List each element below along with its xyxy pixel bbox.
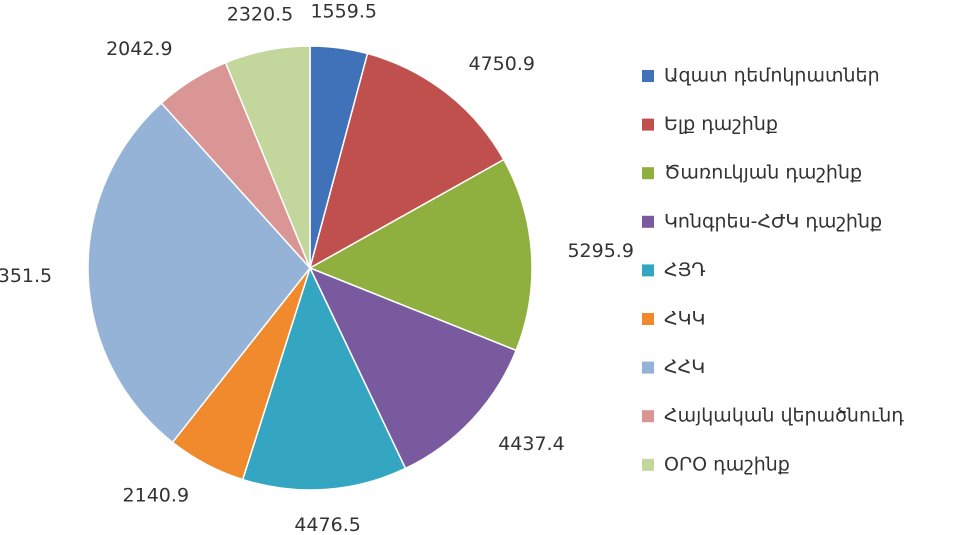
pie-slice xyxy=(87,102,311,444)
legend-swatch xyxy=(642,70,654,82)
legend-label: Ելք դաշինք xyxy=(664,113,778,135)
legend-label: Ազատ դեմոկրատներ xyxy=(664,65,880,87)
value-label: 5295.9 xyxy=(567,240,633,262)
pie-slice xyxy=(308,266,518,470)
pie-slice xyxy=(224,45,311,269)
legend-swatch xyxy=(642,458,654,471)
legend-label: Կոնգրես-ՀԺԿ դաշինք xyxy=(664,210,882,232)
value-label: 4476.5 xyxy=(294,514,360,535)
legend-swatch xyxy=(642,313,654,325)
legend-label: ՀՀԿ xyxy=(664,356,705,378)
legend-label: ՕՐՕ դաշինք xyxy=(664,453,790,475)
legend-label: ՀԿԿ xyxy=(664,308,705,330)
legend-swatch xyxy=(642,361,654,374)
pie-slice xyxy=(241,265,407,491)
legend-label: Հայկական վերածնունդ xyxy=(664,405,904,427)
value-label: 2140.9 xyxy=(123,484,189,506)
value-label: 1559.5 xyxy=(310,1,376,23)
value-label: 2320.5 xyxy=(227,3,293,25)
legend-swatch xyxy=(642,167,654,180)
legend-label: ՀՅԴ xyxy=(664,259,706,281)
value-label: 10351.5 xyxy=(0,265,52,287)
legend-label: Ծառուկյան դաշինք xyxy=(664,162,862,184)
pie-slice xyxy=(308,52,505,270)
legend-swatch xyxy=(642,215,654,228)
value-label: 2042.9 xyxy=(106,38,172,60)
legend-swatch xyxy=(642,410,654,423)
value-label: 4437.4 xyxy=(498,433,564,455)
pie-slice xyxy=(308,158,533,352)
legend-swatch xyxy=(642,118,654,131)
value-label: 4750.9 xyxy=(468,53,534,75)
legend-swatch xyxy=(642,264,654,277)
